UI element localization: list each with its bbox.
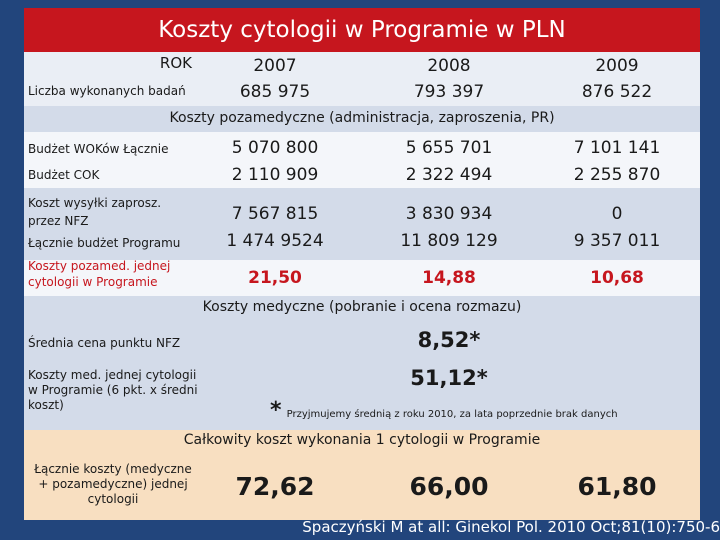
row-band-2: [24, 188, 700, 260]
wysylka-2009: 0: [611, 204, 623, 224]
row-label-lacznie-budzet: Łącznie budżet Programu: [28, 236, 181, 250]
note-text: Przyjmujemy średnią z roku 2010, za lata…: [286, 409, 618, 420]
year-header-band: [24, 54, 700, 106]
section3-band: [24, 430, 700, 520]
srednia-value: 8,52*: [417, 328, 481, 352]
liczba-2009: 876 522: [581, 82, 653, 102]
row-band-1: [24, 132, 700, 188]
liczba-label: Liczba wykonanych badań: [28, 84, 186, 98]
section2-title: Koszty medyczne (pobranie i ocena rozmaz…: [202, 299, 522, 315]
total-label: Łącznie koszty (medyczne + pozamedyczne)…: [34, 462, 192, 506]
year-2008: 2008: [427, 56, 471, 76]
liczba-2007: 685 975: [239, 82, 311, 102]
rok-label: ROK: [159, 54, 192, 72]
section1-band: [24, 106, 700, 132]
section3-title: Całkowity koszt wykonania 1 cytologii w …: [183, 432, 541, 448]
med-jednej-label: Koszty med. jednej cytologii w Programie…: [28, 368, 198, 412]
year-2009: 2009: [595, 56, 639, 76]
pozamed-2008: 14,88: [422, 268, 476, 288]
wokow-2007: 5 070 800: [231, 138, 319, 158]
lacznie-budzet-2008: 11 809 129: [400, 231, 498, 251]
total-2008: 66,00: [409, 472, 489, 501]
section1-title: Koszty pozamedyczne (administracja, zapr…: [169, 110, 555, 126]
pozamed-2007: 21,50: [248, 268, 302, 288]
pozamed-2009: 10,68: [590, 268, 644, 288]
lacznie-budzet-2007: 1 474 9524: [226, 231, 324, 251]
row-label-wysylka: Koszt wysyłki zaprosz. przez NFZ: [28, 196, 162, 228]
row-label-wokow: Budżet WOKów Łącznie: [28, 142, 169, 156]
cok-2007: 2 110 909: [231, 165, 319, 185]
row-label-cok: Budżet COK: [28, 168, 100, 182]
pozamed-band: [24, 260, 700, 296]
slide: Koszty cytologii w Programie w PLN ROK 2…: [24, 8, 700, 520]
wysylka-2007: 7 567 815: [231, 204, 319, 224]
total-2009: 61,80: [577, 472, 657, 501]
section2-band: [24, 296, 700, 430]
cok-2008: 2 322 494: [405, 165, 493, 185]
med-jednej-value: 51,12*: [410, 366, 488, 390]
wysylka-2008: 3 830 934: [405, 204, 493, 224]
liczba-2008: 793 397: [413, 82, 485, 102]
year-2007: 2007: [253, 56, 297, 76]
lacznie-budzet-2009: 9 357 011: [573, 231, 661, 251]
note: * Przyjmujemy średnią z roku 2010, za la…: [270, 398, 700, 423]
pozamed-label: Koszty pozamed. jednej cytologii w Progr…: [28, 259, 171, 289]
srednia-label: Średnia cena punktu NFZ: [28, 336, 181, 350]
note-star: *: [270, 398, 282, 423]
cok-2009: 2 255 870: [573, 165, 661, 185]
wokow-2009: 7 101 141: [573, 138, 661, 158]
wokow-2008: 5 655 701: [405, 138, 493, 158]
total-2007: 72,62: [235, 472, 315, 501]
citation-footer: Spaczyński M at all: Ginekol Pol. 2010 O…: [302, 518, 720, 536]
slide-title: Koszty cytologii w Programie w PLN: [24, 8, 700, 52]
